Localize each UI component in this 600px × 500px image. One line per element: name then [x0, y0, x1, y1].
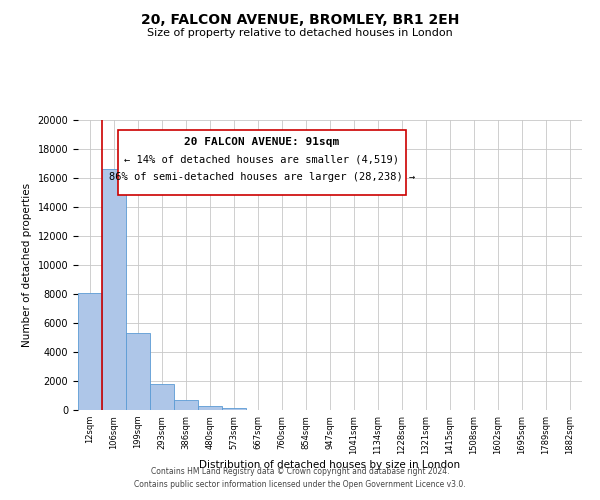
Text: ← 14% of detached houses are smaller (4,519): ← 14% of detached houses are smaller (4,…	[124, 155, 400, 165]
Text: Contains public sector information licensed under the Open Government Licence v3: Contains public sector information licen…	[134, 480, 466, 489]
Bar	[222, 408, 246, 410]
Bar	[102, 170, 126, 410]
Text: Size of property relative to detached houses in London: Size of property relative to detached ho…	[147, 28, 453, 38]
Bar	[198, 406, 222, 410]
Text: Contains HM Land Registry data © Crown copyright and database right 2024.: Contains HM Land Registry data © Crown c…	[151, 467, 449, 476]
Y-axis label: Number of detached properties: Number of detached properties	[22, 183, 32, 347]
Bar	[78, 292, 102, 410]
Bar	[126, 333, 150, 410]
Text: 20, FALCON AVENUE, BROMLEY, BR1 2EH: 20, FALCON AVENUE, BROMLEY, BR1 2EH	[141, 12, 459, 26]
Bar	[174, 400, 198, 410]
X-axis label: Distribution of detached houses by size in London: Distribution of detached houses by size …	[199, 460, 461, 469]
FancyBboxPatch shape	[118, 130, 406, 196]
Text: 86% of semi-detached houses are larger (28,238) →: 86% of semi-detached houses are larger (…	[109, 172, 415, 182]
Text: 20 FALCON AVENUE: 91sqm: 20 FALCON AVENUE: 91sqm	[184, 138, 340, 147]
Bar	[150, 384, 174, 410]
